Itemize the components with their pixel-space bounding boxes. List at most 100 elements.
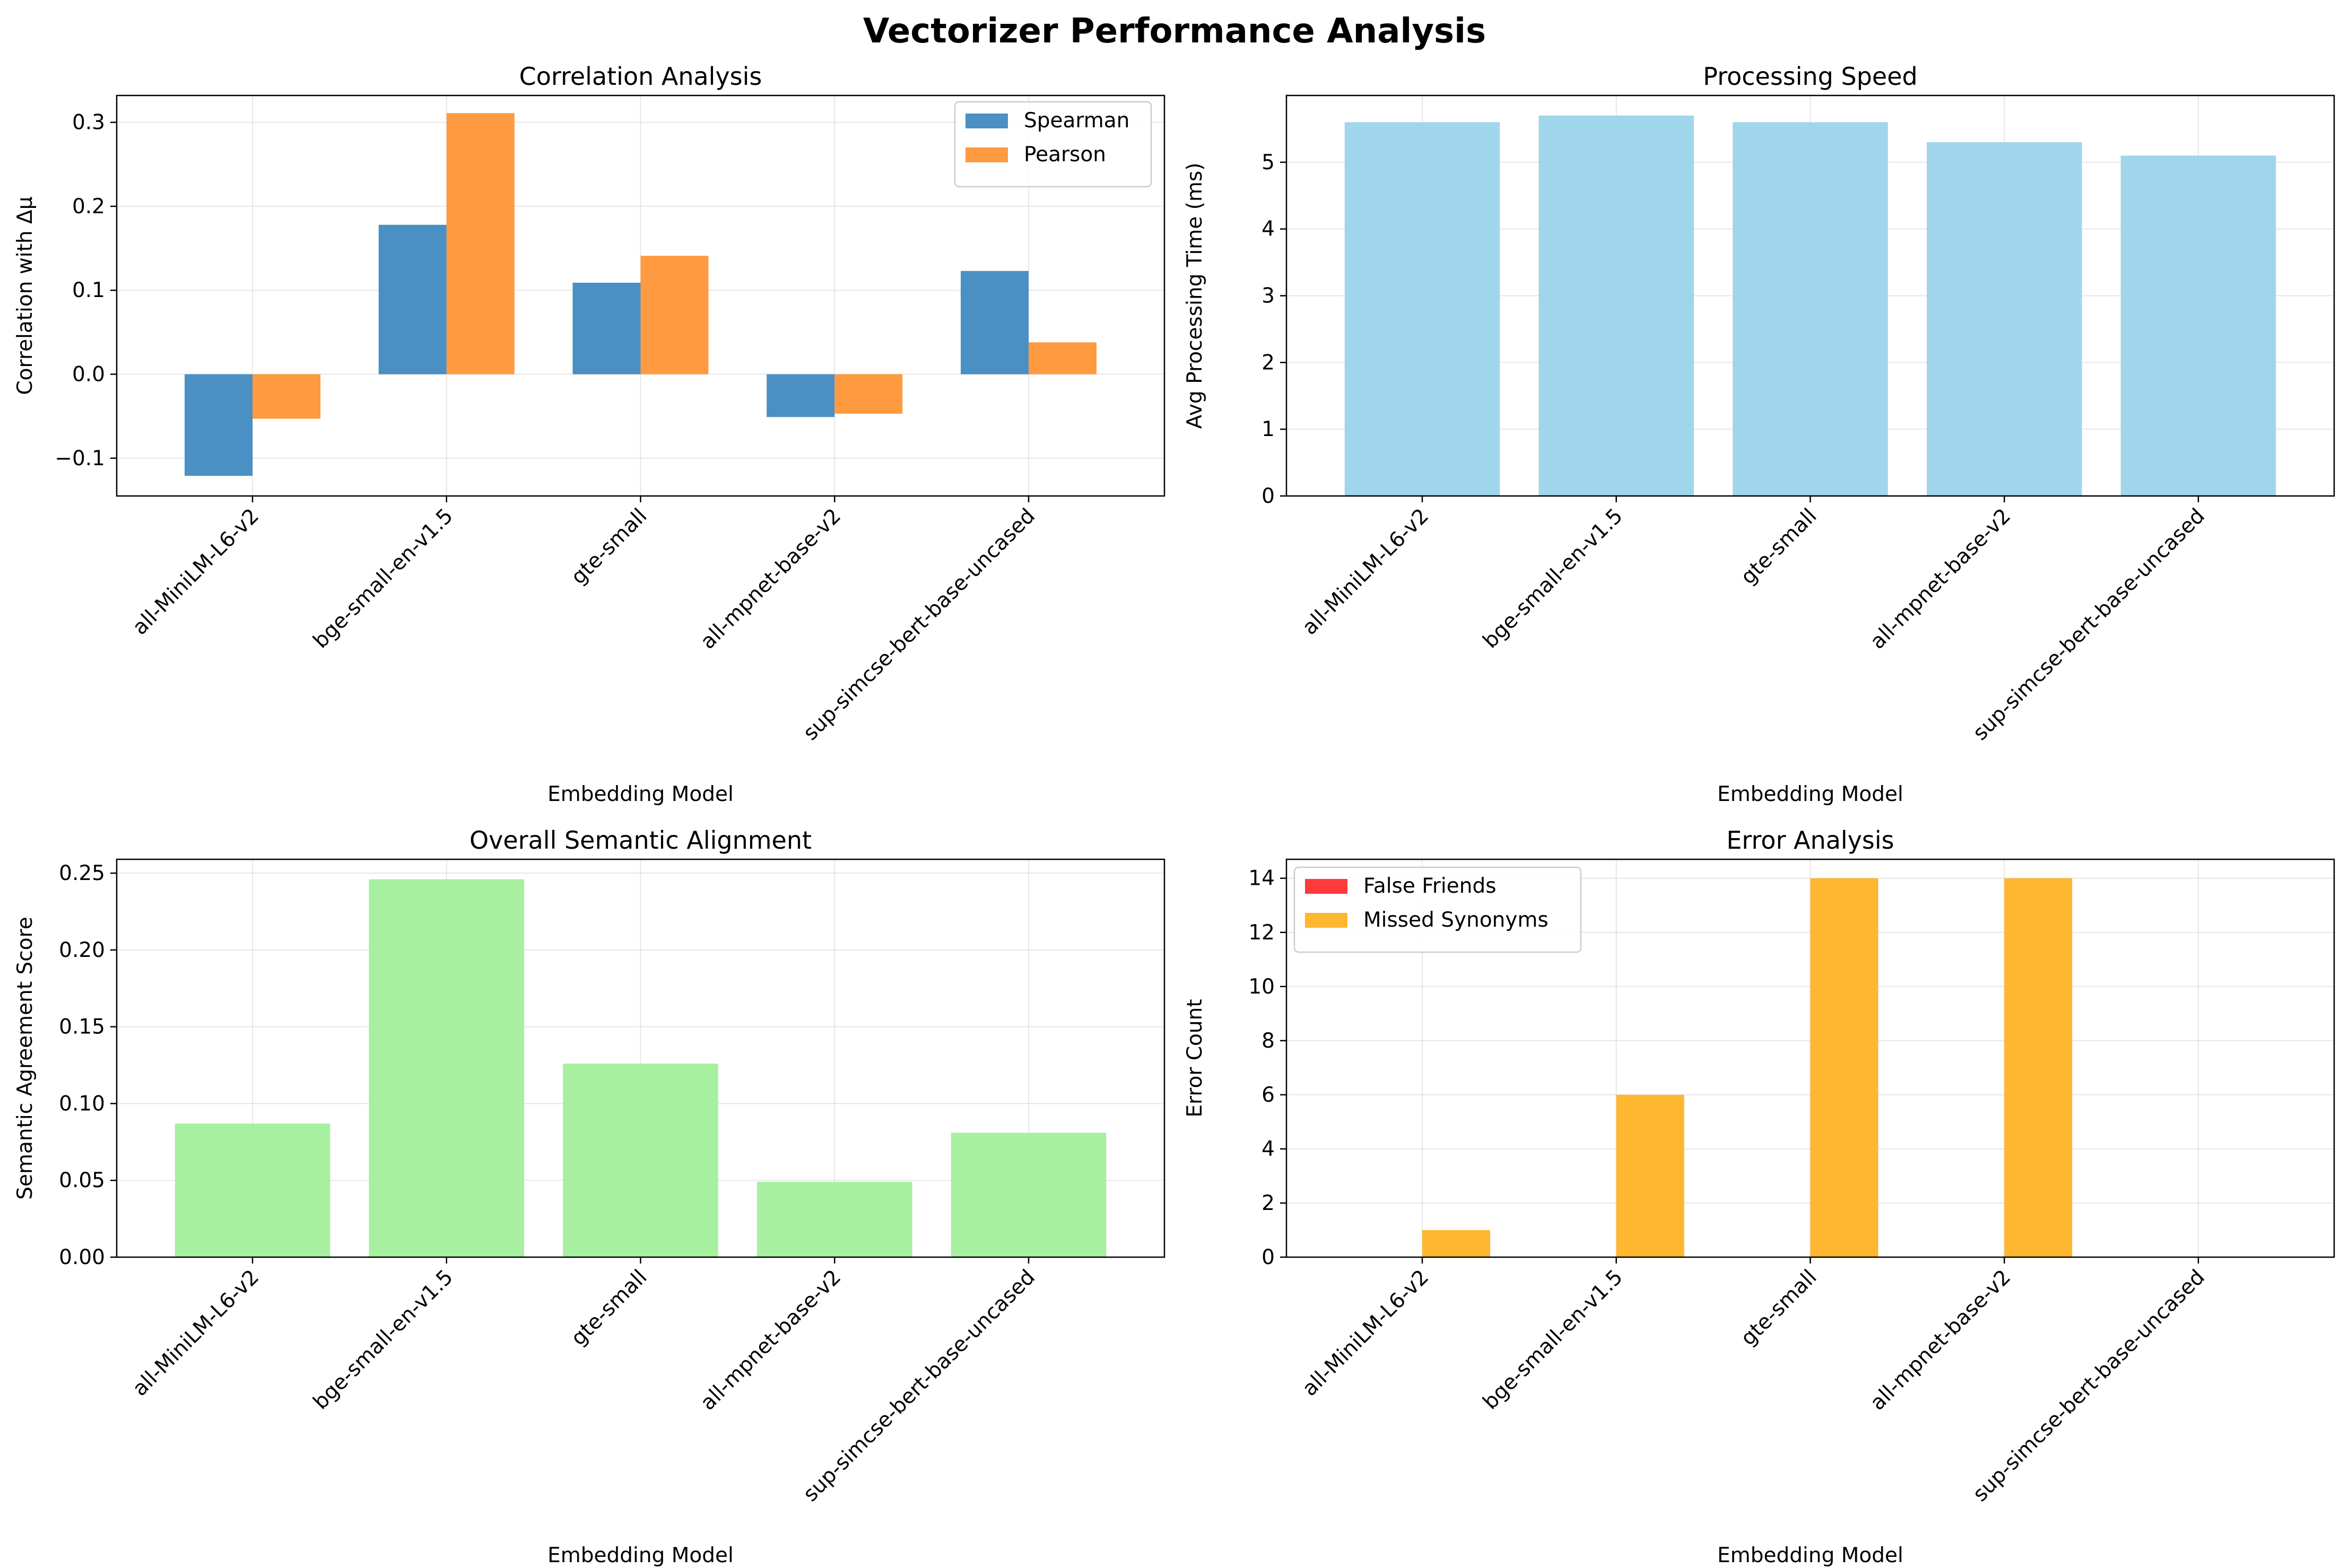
panel-processing-speed: 0 1 2 3 4 5 all-MiniLM-L6-v2 bge-small-en-v1.5 g…	[1183, 62, 2335, 806]
x-tick-label: all-MiniLM-L6-v2	[128, 504, 264, 640]
panel-title: Correlation Analysis	[519, 62, 762, 91]
bars	[175, 879, 1107, 1257]
x-tick-label: sup-simcse-bert-base-uncased	[798, 504, 1040, 745]
y-axis-label: Avg Processing Time (ms)	[1183, 163, 1207, 429]
x-tick-label: sup-simcse-bert-base-uncased	[1968, 1265, 2209, 1506]
x-axis-label: Embedding Model	[547, 1544, 734, 1567]
y-tick-label: 4	[1262, 217, 1275, 241]
x-axis-ticks: all-MiniLM-L6-v2 bge-small-en-v1.5 gte-sma…	[1298, 1257, 2209, 1506]
bar-all-mpnet-base-v2	[756, 1182, 912, 1257]
y-tick-label: 0.10	[59, 1092, 105, 1116]
x-tick-label: all-MiniLM-L6-v2	[1298, 504, 1433, 640]
x-tick-label: gte-small	[567, 504, 652, 589]
y-tick-label: 8	[1262, 1029, 1275, 1053]
bar-missed-synonyms-all-minilm-l6-v2	[1422, 1230, 1491, 1257]
bar-pearson-bge-small-en-v1-5	[446, 113, 515, 374]
panel-title: Processing Speed	[1703, 62, 1917, 91]
y-tick-label: 0.0	[72, 362, 105, 386]
bar-spearman-all-mpnet-base-v2	[767, 374, 835, 417]
x-tick-label: all-mpnet-base-v2	[1866, 504, 2015, 654]
x-tick-label: gte-small	[1736, 1265, 1822, 1351]
y-tick-label: 2	[1262, 351, 1275, 374]
y-tick-label: 0.05	[59, 1169, 105, 1192]
x-axis-ticks: all-MiniLM-L6-v2 bge-small-en-v1.5 gte-sma…	[1298, 496, 2209, 745]
y-tick-label: 0.3	[72, 111, 105, 135]
y-axis-label: Semantic Agreement Score	[13, 917, 37, 1200]
x-tick-label: gte-small	[567, 1265, 652, 1351]
legend-swatch-spearman	[965, 114, 1008, 128]
x-tick-label: all-mpnet-base-v2	[1866, 1265, 2015, 1415]
y-tick-label: 10	[1248, 975, 1275, 999]
bar-spearman-bge-small-en-v1-5	[378, 224, 447, 374]
y-tick-label: 14	[1248, 867, 1275, 891]
panel-error-analysis: 0 2 4 6 8 10 12 14 all-MiniLM-L6-v2 bge-small-en-…	[1183, 826, 2335, 1567]
y-tick-label: 3	[1262, 284, 1275, 308]
y-tick-label: 5	[1262, 151, 1275, 175]
legend-label-missed-synonyms: Missed Synonyms	[1363, 908, 1548, 932]
y-tick-label: 0.15	[59, 1015, 105, 1039]
bar-spearman-all-minilm-l6-v2	[185, 374, 253, 476]
legend-label-pearson: Pearson	[1024, 143, 1106, 167]
x-tick-label: all-MiniLM-L6-v2	[1298, 1265, 1433, 1401]
panel-correlation-analysis: −0.1 0.0 0.1 0.2 0.3 all-MiniLM-L6-v2 bge-smal…	[13, 62, 1165, 806]
y-axis-label: Correlation with Δμ	[13, 196, 37, 395]
x-tick-label: bge-small-en-v1.5	[309, 504, 458, 653]
bar-pearson-all-mpnet-base-v2	[834, 374, 903, 414]
x-tick-label: sup-simcse-bert-base-uncased	[798, 1265, 1040, 1506]
x-tick-label: all-mpnet-base-v2	[696, 504, 846, 654]
x-axis-ticks: all-MiniLM-L6-v2 bge-small-en-v1.5 gte-sma…	[128, 1257, 1040, 1506]
y-axis-ticks: 0 2 4 6 8 10 12 14	[1248, 867, 1286, 1269]
y-axis-ticks: −0.1 0.0 0.1 0.2 0.3	[55, 111, 117, 471]
panel-title: Overall Semantic Alignment	[469, 826, 812, 855]
bar-pearson-gte-small	[640, 256, 709, 374]
legend-swatch-false-friends	[1305, 879, 1347, 894]
y-tick-label: 0.2	[72, 195, 105, 219]
bars	[1344, 115, 2276, 496]
bar-missed-synonyms-gte-small	[1810, 878, 1878, 1257]
legend-label-spearman: Spearman	[1024, 109, 1129, 133]
bar-bge-small-en-v1-5	[1538, 115, 1694, 496]
x-tick-label: gte-small	[1736, 504, 1822, 589]
bar-gte-small	[563, 1064, 718, 1257]
y-tick-label: 0	[1262, 1245, 1275, 1269]
y-axis-label: Error Count	[1183, 999, 1207, 1117]
panel-semantic-alignment: 0.00 0.05 0.10 0.15 0.20 0.25 all-MiniLM-L6-v2…	[13, 826, 1165, 1567]
bar-sup-simcse-bert-base-uncased	[2120, 155, 2276, 496]
x-tick-label: sup-simcse-bert-base-uncased	[1968, 504, 2209, 745]
bar-missed-synonyms-bge-small-en-v1-5	[1616, 1094, 1684, 1257]
y-tick-label: 2	[1262, 1191, 1275, 1215]
bars	[185, 113, 1097, 476]
x-tick-label: all-mpnet-base-v2	[696, 1265, 846, 1415]
y-tick-label: 1	[1262, 417, 1275, 441]
y-tick-label: 0.00	[59, 1245, 105, 1269]
x-tick-label: bge-small-en-v1.5	[309, 1265, 458, 1414]
bar-gte-small	[1733, 122, 1888, 496]
legend: Spearman Pearson	[954, 101, 1152, 188]
y-tick-label: 0	[1262, 484, 1275, 508]
x-axis-label: Embedding Model	[1717, 782, 1903, 806]
bars	[1422, 878, 2073, 1257]
bar-spearman-sup-simcse-bert-base-uncased	[960, 271, 1029, 374]
panel-title: Error Analysis	[1726, 826, 1894, 855]
x-axis-label: Embedding Model	[1717, 1544, 1903, 1567]
y-axis-ticks: 0 1 2 3 4 5	[1262, 151, 1286, 508]
bar-pearson-sup-simcse-bert-base-uncased	[1028, 342, 1097, 374]
y-tick-label: 0.1	[72, 278, 105, 302]
x-axis-ticks: all-MiniLM-L6-v2 bge-small-en-v1.5 gte-sma…	[128, 496, 1040, 745]
bar-pearson-all-minilm-l6-v2	[253, 374, 321, 419]
y-tick-label: 6	[1262, 1083, 1275, 1107]
bar-missed-synonyms-all-mpnet-base-v2	[2004, 878, 2073, 1257]
legend-label-false-friends: False Friends	[1363, 874, 1497, 898]
x-axis-label: Embedding Model	[547, 782, 734, 806]
bar-bge-small-en-v1-5	[369, 879, 525, 1257]
bar-all-minilm-l6-v2	[175, 1123, 330, 1257]
x-tick-label: bge-small-en-v1.5	[1478, 504, 1628, 653]
legend-swatch-pearson	[965, 147, 1008, 162]
x-tick-label: bge-small-en-v1.5	[1478, 1265, 1628, 1414]
legend: False Friends Missed Synonyms	[1293, 866, 1582, 953]
y-tick-label: 0.20	[59, 938, 105, 962]
y-tick-label: 12	[1248, 921, 1275, 945]
legend-swatch-missed-synonyms	[1305, 913, 1347, 928]
bar-sup-simcse-bert-base-uncased	[951, 1133, 1107, 1257]
